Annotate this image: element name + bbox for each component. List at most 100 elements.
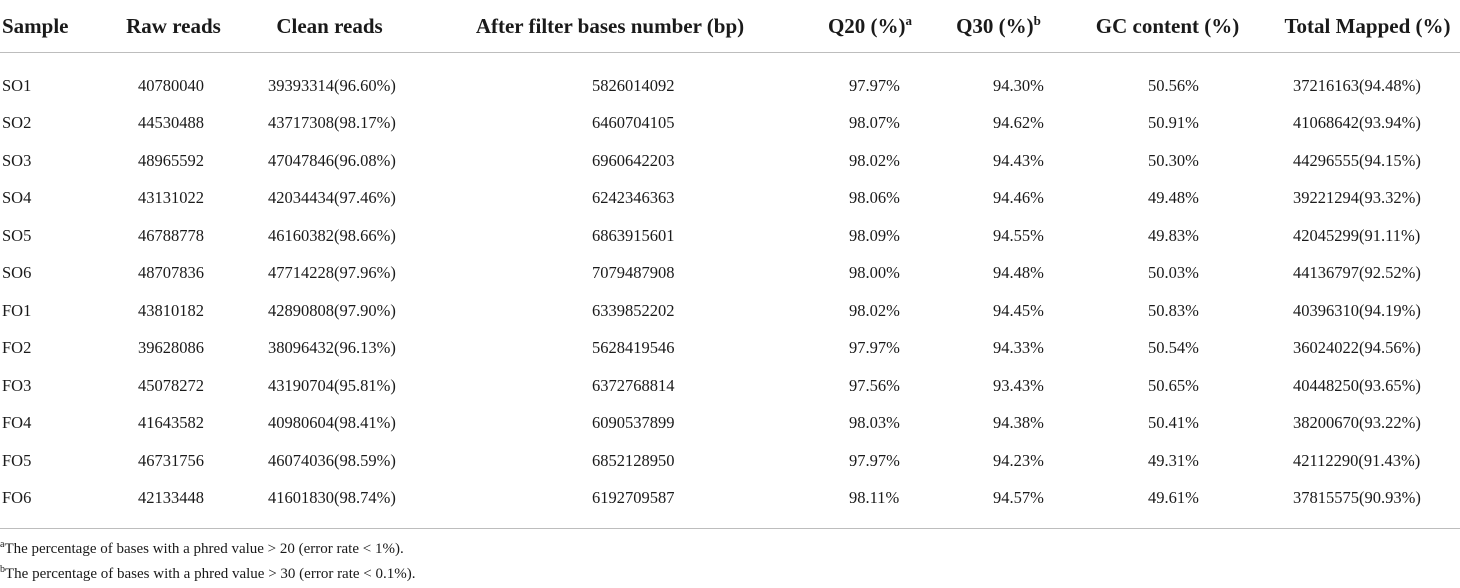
cell-gc-content: 50.56% (1148, 75, 1199, 95)
footnote-marker-a: a (905, 12, 913, 28)
cell-clean-reads: 38096432(96.13%) (268, 338, 396, 358)
cell-sample: FO4 (2, 413, 32, 433)
cell-filtered-bases: 6852128950 (592, 450, 675, 470)
cell-total-mapped: 37216163(94.48%) (1293, 75, 1421, 95)
cell-raw-reads: 39628086 (138, 338, 204, 358)
data-table-container: Sample Raw reads Clean reads After filte… (0, 0, 1460, 532)
cell-sample: FO6 (2, 488, 32, 508)
cell-raw-reads: 48965592 (138, 150, 204, 170)
cell-q30: 94.46% (993, 188, 1044, 208)
cell-raw-reads: 45078272 (138, 375, 204, 395)
cell-total-mapped: 42045299(91.11%) (1293, 225, 1421, 245)
cell-clean-reads: 39393314(96.60%) (268, 75, 396, 95)
footnote-b-mark: b (0, 564, 5, 575)
cell-filtered-bases: 5826014092 (592, 75, 675, 95)
cell-total-mapped: 42112290(91.43%) (1293, 450, 1421, 470)
header-total-mapped: Total Mapped (%) (1284, 13, 1451, 38)
cell-q20: 97.97% (849, 450, 900, 470)
cell-clean-reads: 41601830(98.74%) (268, 488, 396, 508)
cell-raw-reads: 44530488 (138, 113, 204, 133)
cell-clean-reads: 46074036(98.59%) (268, 450, 396, 470)
cell-total-mapped: 44296555(94.15%) (1293, 150, 1421, 170)
cell-raw-reads: 42133448 (138, 488, 204, 508)
footnote-b-text: The percentage of bases with a phred val… (5, 566, 416, 582)
cell-raw-reads: 46731756 (138, 450, 204, 470)
cell-filtered-bases: 7079487908 (592, 263, 675, 283)
header-q20: Q20 (%)a (803, 0, 937, 53)
table-header-row: Sample Raw reads Clean reads After filte… (0, 0, 1460, 53)
cell-sample: SO6 (2, 263, 32, 283)
cell-raw-reads: 43810182 (138, 300, 204, 320)
cell-q30: 93.43% (993, 375, 1044, 395)
cell-filtered-bases: 6339852202 (592, 300, 675, 320)
cell-gc-content: 50.30% (1148, 150, 1199, 170)
cell-clean-reads: 42034434(97.46%) (268, 188, 396, 208)
table-row: SO6 48707836 47714228(97.96%) 7079487908 98.… (0, 255, 1460, 293)
cell-clean-reads: 43717308(98.17%) (268, 113, 396, 133)
cell-total-mapped: 44136797(92.52%) (1293, 263, 1421, 283)
cell-gc-content: 50.65% (1148, 375, 1199, 395)
table-row: FO6 42133448 41601830(98.74%) 6192709587 98.… (0, 480, 1460, 532)
cell-total-mapped: 36024022(94.56%) (1293, 338, 1421, 358)
cell-q20: 98.02% (849, 300, 900, 320)
cell-sample: FO2 (2, 338, 32, 358)
table-row: SO5 46788778 46160382(98.66%) 6863915601 98.… (0, 217, 1460, 255)
table-row: FO5 46731756 46074036(98.59%) 6852128950 97.… (0, 442, 1460, 480)
cell-gc-content: 49.83% (1148, 225, 1199, 245)
table-row: SO4 43131022 42034434(97.46%) 6242346363 98.… (0, 180, 1460, 218)
table-row: FO3 45078272 43190704(95.81%) 6372768814 97.… (0, 367, 1460, 405)
table-row: SO1 40780040 39393314(96.60%) 5826014092 97.… (0, 53, 1460, 105)
cell-q20: 97.97% (849, 75, 900, 95)
cell-gc-content: 49.48% (1148, 188, 1199, 208)
cell-total-mapped: 40396310(94.19%) (1293, 300, 1421, 320)
header-gc-content: GC content (%) (1095, 13, 1240, 38)
header-filtered-bases: After filter bases number (bp) (475, 13, 745, 38)
cell-total-mapped: 37815575(90.93%) (1293, 488, 1421, 508)
cell-q30: 94.55% (993, 225, 1044, 245)
cell-sample: SO2 (2, 113, 32, 133)
cell-q30: 94.23% (993, 450, 1044, 470)
cell-q30: 94.62% (993, 113, 1044, 133)
sequencing-stats-table: Sample Raw reads Clean reads After filte… (0, 0, 1460, 532)
header-sample: Sample (2, 13, 69, 38)
cell-q20: 98.07% (849, 113, 900, 133)
cell-total-mapped: 41068642(93.94%) (1293, 113, 1421, 133)
cell-clean-reads: 47714228(97.96%) (268, 263, 396, 283)
footnote-a-text: The percentage of bases with a phred val… (4, 541, 404, 557)
cell-q20: 98.06% (849, 188, 900, 208)
cell-gc-content: 49.61% (1148, 488, 1199, 508)
cell-filtered-bases: 6242346363 (592, 188, 675, 208)
cell-q30: 94.45% (993, 300, 1044, 320)
footnote-marker-b: b (1033, 12, 1041, 28)
cell-filtered-bases: 6090537899 (592, 413, 675, 433)
cell-total-mapped: 40448250(93.65%) (1293, 375, 1421, 395)
cell-gc-content: 50.91% (1148, 113, 1199, 133)
cell-raw-reads: 40780040 (138, 75, 204, 95)
table-bottom-rule (0, 528, 1460, 529)
cell-total-mapped: 39221294(93.32%) (1293, 188, 1421, 208)
cell-q20: 98.03% (849, 413, 900, 433)
table-row: SO3 48965592 47047846(96.08%) 6960642203 98.… (0, 142, 1460, 180)
cell-q20: 97.97% (849, 338, 900, 358)
header-q20-label: Q20 (%) (827, 13, 906, 38)
cell-raw-reads: 43131022 (138, 188, 204, 208)
cell-q20: 98.09% (849, 225, 900, 245)
cell-filtered-bases: 6960642203 (592, 150, 675, 170)
cell-raw-reads: 46788778 (138, 225, 204, 245)
cell-filtered-bases: 6372768814 (592, 375, 675, 395)
cell-q30: 94.43% (993, 150, 1044, 170)
cell-q30: 94.33% (993, 338, 1044, 358)
cell-clean-reads: 42890808(97.90%) (268, 300, 396, 320)
header-q30: Q30 (%)b (937, 0, 1060, 53)
cell-q20: 98.00% (849, 263, 900, 283)
header-clean-reads: Clean reads (276, 13, 383, 38)
cell-sample: FO1 (2, 300, 32, 320)
cell-q30: 94.38% (993, 413, 1044, 433)
cell-q30: 94.57% (993, 488, 1044, 508)
table-body: SO1 40780040 39393314(96.60%) 5826014092 97.… (0, 53, 1460, 532)
cell-clean-reads: 43190704(95.81%) (268, 375, 396, 395)
footnote-a-mark: a (0, 539, 5, 550)
cell-raw-reads: 41643582 (138, 413, 204, 433)
table-row: FO4 41643582 40980604(98.41%) 6090537899 98.… (0, 405, 1460, 443)
cell-sample: SO4 (2, 188, 32, 208)
